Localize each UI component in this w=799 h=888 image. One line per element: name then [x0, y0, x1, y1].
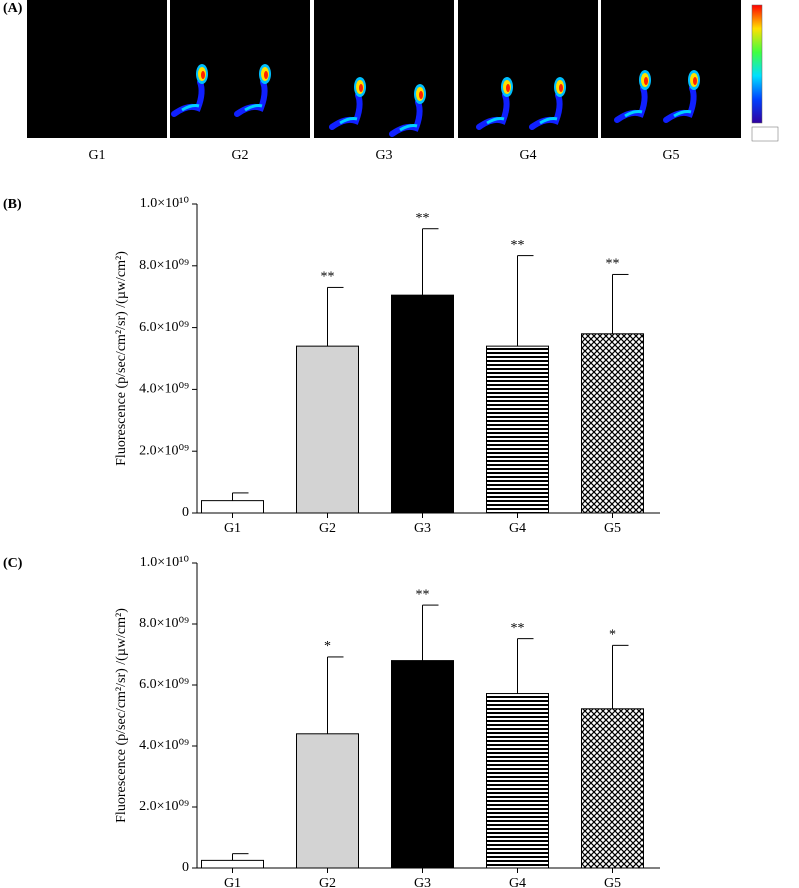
- y-tick-label: 4.0×10⁰⁹: [139, 738, 189, 753]
- bar: [581, 333, 644, 514]
- image-label: G4: [519, 148, 536, 163]
- significance: **: [511, 621, 525, 636]
- image-label: G2: [231, 148, 248, 163]
- bar: [486, 345, 549, 514]
- image: [458, 0, 598, 138]
- panel-label: (C): [3, 556, 23, 571]
- image: [27, 0, 167, 138]
- image-label: G1: [88, 148, 105, 163]
- y-axis-label: Fluorescence (p/sec/cm²/sr) /(µw/cm²): [114, 251, 129, 466]
- x-tick-label: G4: [509, 876, 526, 888]
- x-tick-label: G2: [319, 876, 336, 888]
- image-label: G5: [662, 148, 679, 163]
- x-tick-label: G5: [604, 521, 621, 536]
- x-tick-label: G3: [414, 521, 431, 536]
- y-tick-label: 0: [182, 505, 189, 520]
- y-tick-label: 6.0×10⁰⁹: [139, 677, 189, 692]
- y-tick-label: 6.0×10⁰⁹: [139, 320, 189, 335]
- y-tick-label: 1.0×10¹⁰: [140, 555, 190, 570]
- y-tick-label: 4.0×10⁰⁹: [139, 382, 189, 397]
- y-tick-label: 2.0×10⁰⁹: [139, 443, 189, 458]
- y-tick-label: 8.0×10⁰⁹: [139, 616, 189, 631]
- panel-label: (B): [3, 197, 22, 212]
- bar: [296, 345, 359, 514]
- significance: **: [511, 238, 525, 253]
- colorbar-note: [751, 126, 779, 142]
- image: [314, 0, 454, 138]
- bar: [391, 660, 454, 869]
- x-tick-label: G2: [319, 521, 336, 536]
- y-tick-label: 0: [182, 860, 189, 875]
- bar: [391, 294, 454, 514]
- y-tick-label: 2.0×10⁰⁹: [139, 799, 189, 814]
- significance: *: [609, 628, 616, 643]
- x-tick-label: G3: [414, 876, 431, 888]
- image-label: G3: [375, 148, 392, 163]
- significance: **: [321, 270, 335, 285]
- significance: **: [606, 257, 620, 272]
- bar: [296, 733, 359, 869]
- y-tick-label: 8.0×10⁰⁹: [139, 258, 189, 273]
- significance: **: [416, 587, 430, 602]
- x-tick-label: G1: [224, 521, 241, 536]
- panel-a: (A): [3, 0, 779, 142]
- x-tick-label: G1: [224, 876, 241, 888]
- significance: *: [324, 639, 331, 654]
- image: [170, 0, 310, 138]
- bar: [201, 500, 264, 514]
- bar: [486, 693, 549, 869]
- significance: **: [416, 211, 430, 226]
- bar: [201, 859, 264, 869]
- x-tick-label: G5: [604, 876, 621, 888]
- y-tick-label: 1.0×10¹⁰: [140, 196, 190, 211]
- y-axis-label: Fluorescence (p/sec/cm²/sr) /(µw/cm²): [114, 608, 129, 823]
- bar: [581, 708, 644, 869]
- x-tick-label: G4: [509, 521, 526, 536]
- colorbar: [751, 4, 763, 124]
- panel-label: (A): [3, 1, 23, 16]
